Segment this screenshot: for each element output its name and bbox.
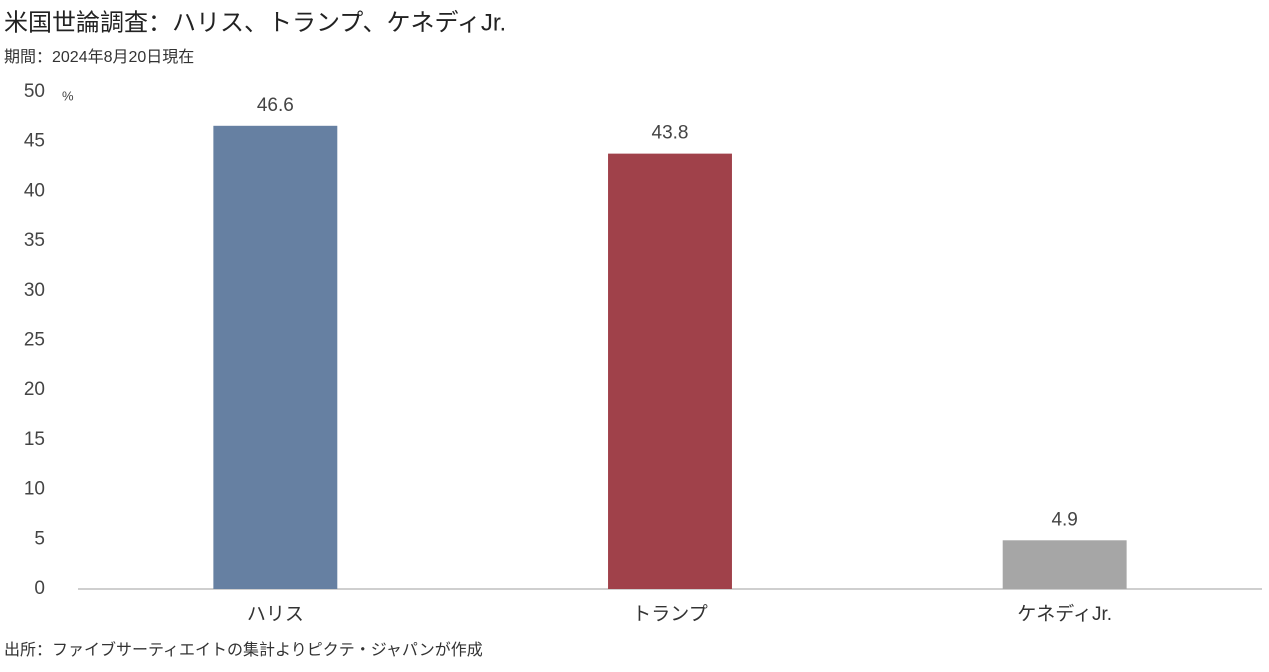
x-tick-label: トランプ <box>632 603 707 625</box>
y-tick-label: 5 <box>34 528 45 549</box>
y-tick-label: 20 <box>24 379 45 400</box>
y-tick-label: 40 <box>24 180 45 201</box>
bar <box>1002 540 1127 589</box>
y-tick-label: 35 <box>24 230 45 251</box>
source-note: 出所：ファイブサーティエイトの集計よりピクテ・ジャパンが作成 <box>4 640 483 659</box>
y-tick-label: 25 <box>24 330 45 351</box>
value-label: 43.8 <box>652 123 689 144</box>
y-tick-label: 45 <box>24 131 45 152</box>
y-tick-label: 50 <box>24 81 45 102</box>
chart-title: 米国世論調査：ハリス、トランプ、ケネディJr. <box>4 9 506 36</box>
y-tick-label: 10 <box>24 479 45 500</box>
chart-subtitle: 期間：2024年8月20日現在 <box>4 48 194 66</box>
y-tick-label: 15 <box>24 429 45 450</box>
x-tick-label: ケネディJr. <box>1017 603 1112 625</box>
y-tick-label: 30 <box>24 280 45 301</box>
x-tick-label: ハリス <box>247 604 304 625</box>
value-label: 4.9 <box>1051 509 1077 530</box>
bar <box>213 125 338 590</box>
y-tick-label: 0 <box>34 578 45 599</box>
bar <box>608 153 732 590</box>
value-label: 46.6 <box>257 95 294 116</box>
y-unit: % <box>62 88 74 103</box>
